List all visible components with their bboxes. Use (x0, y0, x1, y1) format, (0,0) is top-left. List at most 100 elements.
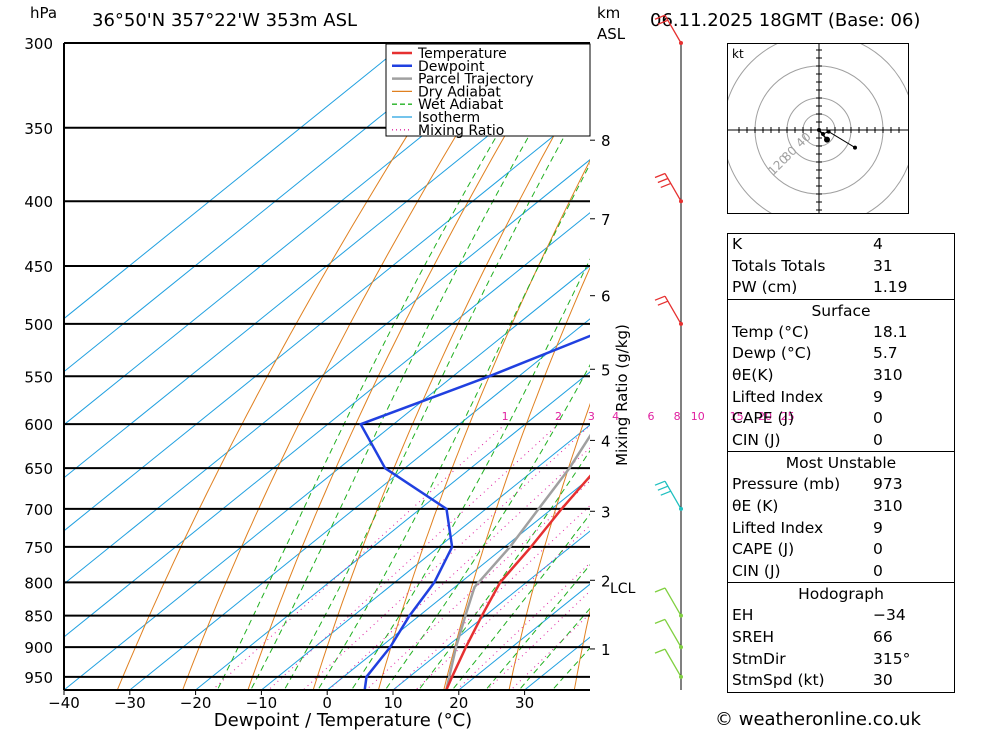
mixing-ratio-line (415, 524, 590, 690)
stats-key: CAPE (J) (732, 540, 795, 559)
stats-table: K 4 Totals Totals 31 PW (cm) 1.19 Surface Tem… (727, 233, 955, 693)
mixing-ratio-line (268, 423, 559, 690)
legend-label: Mixing Ratio (418, 123, 504, 139)
pressure-tick-label: 800 (24, 574, 53, 592)
temperature-line (445, 474, 590, 690)
wind-barb-feather (657, 19, 669, 25)
wet-adiabat-line (419, 449, 590, 689)
wet-adiabat-line (385, 363, 590, 689)
stats-key: K (732, 235, 743, 253)
dry-adiabat-line (378, 159, 590, 690)
stats-key: θE (K) (732, 496, 779, 515)
axes: 1 2 3 4 6 8 10 15 20 25−40 −30 −20 −10 0 10 20 301234567… (48, 43, 795, 712)
km-tick-label: 1 (601, 641, 611, 659)
legend-label: Isotherm (418, 110, 480, 126)
stats-most-unstable: Pressure (mb) 973 θE (K) 310 Lifted Index 9 CA… (728, 474, 954, 582)
pressure-tick-label: 850 (24, 608, 53, 626)
stats-value: 0 (873, 561, 883, 580)
wind-barb-feather (660, 490, 672, 496)
x-tick-label: 20 (449, 694, 468, 712)
legend-label: Dewpoint (418, 59, 485, 75)
mixing-ratio-line (211, 423, 506, 690)
stats-value: 9 (873, 518, 883, 537)
stats-key: StmDir (732, 649, 786, 668)
pressure-tick-label: 950 (24, 669, 53, 687)
stats-hodograph: EH −34 SREH 66 StmDir 315° StmSpd (kt) 30 (728, 605, 954, 691)
stats-surface: Temp (°C) 18.1 Dewp (°C) 5.7 θE(K) 310 Lifted … (728, 322, 954, 452)
pressure-tick-label: 550 (24, 368, 53, 386)
wind-barb (654, 587, 683, 618)
stats-value: 310 (873, 365, 903, 384)
wind-barb (654, 172, 683, 204)
legend-label: Dry Adiabat (418, 84, 501, 100)
hodograph-trace-point (853, 145, 857, 150)
km-tick-label: 5 (601, 361, 611, 379)
isotherm-line (64, 212, 590, 638)
stats-row: EH −34 (728, 605, 954, 627)
stats-key: Totals Totals (732, 256, 826, 275)
mixing-ratio-axis-title: Mixing Ratio (g/kg) (613, 324, 631, 466)
km-tick-label: 8 (601, 132, 611, 150)
km-tick-label: 6 (601, 288, 611, 306)
stats-key: Dewp (°C) (732, 344, 812, 363)
stats-key: EH (732, 606, 754, 625)
stats-key: Lifted Index (732, 518, 824, 537)
wind-barb-staff (664, 619, 682, 648)
wind-barb-staff (664, 648, 682, 678)
wet-adiabat-line (217, 43, 553, 689)
stats-value: 31 (873, 256, 893, 275)
wind-barb-feather (654, 172, 666, 179)
wind-barb (654, 14, 683, 45)
stats-value: 66 (873, 627, 893, 646)
wind-barb-feather (660, 182, 672, 189)
stats-key: StmSpd (kt) (732, 671, 825, 690)
station-location: 36°50'N 357°22'W 353m ASL (92, 10, 358, 31)
wet-adiabat-line (318, 163, 590, 689)
wind-barb-feather (654, 648, 666, 654)
km-axis-label: km (597, 4, 621, 22)
wind-barb (654, 480, 683, 511)
mixing-ratio-label: 8 (674, 410, 681, 423)
stats-key: Lifted Index (732, 387, 824, 406)
wind-barbs (654, 14, 683, 690)
surface-section-title: Surface (728, 298, 954, 322)
mixing-ratio-label: 20 (758, 410, 772, 423)
dewpoint-line (359, 334, 590, 690)
stats-row: θE(K) 310 (728, 365, 954, 387)
isotherm-line (64, 105, 590, 532)
wind-barb-feather (654, 618, 666, 625)
pressure-tick-label: 300 (24, 35, 53, 53)
mixing-ratio-line (393, 504, 590, 690)
stats-key: SREH (732, 627, 775, 646)
km-tick-label: 3 (601, 503, 611, 521)
hodograph-panel: 40 80 120 kt (727, 43, 909, 214)
x-tick-label: −30 (114, 694, 146, 712)
hodograph-section-title: Hodograph (728, 582, 954, 605)
stats-row: Lifted Index 9 (728, 518, 954, 540)
dry-adiabat-line (312, 69, 590, 690)
asl-axis-label: ASL (597, 25, 626, 43)
mixing-ratio-label: 1 (502, 410, 509, 423)
pressure-tick-label: 450 (24, 258, 53, 276)
stats-value: 973 (873, 475, 903, 494)
wind-barb-staff (664, 173, 682, 202)
stats-key: Pressure (mb) (732, 475, 841, 494)
stats-row: PW (cm) 1.19 (728, 277, 954, 299)
stats-value: 315° (873, 649, 911, 668)
stats-key: CAPE (J) (732, 409, 795, 428)
stats-value: 18.1 (873, 322, 908, 341)
dry-adiabat-line (966, 43, 1000, 690)
pressure-tick-label: 900 (24, 639, 53, 657)
dry-adiabat-line (443, 266, 590, 690)
profiles (359, 334, 590, 690)
wind-barb-feather (654, 295, 666, 301)
wind-barb-feather (657, 485, 669, 491)
stats-value: 9 (873, 387, 883, 406)
stats-value: 5.7 (873, 344, 898, 363)
wind-barb-staff (664, 587, 682, 617)
stats-value: 30 (873, 671, 893, 690)
